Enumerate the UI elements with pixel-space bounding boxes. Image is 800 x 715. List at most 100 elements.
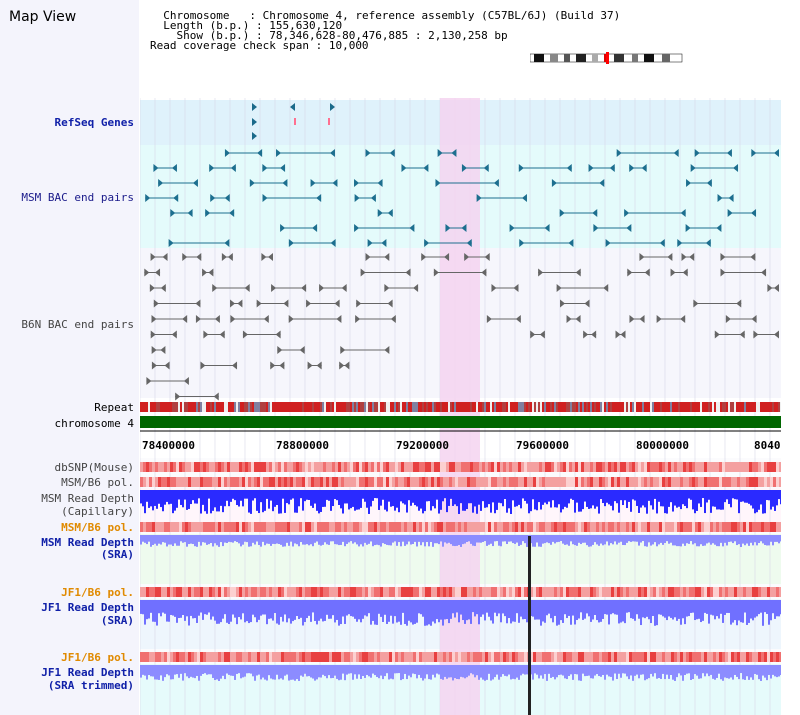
read-depth-bar xyxy=(322,535,324,545)
read-depth-bar xyxy=(700,600,702,623)
refseq-genes-label[interactable]: RefSeq Genes xyxy=(54,116,134,129)
read-depth-bar xyxy=(306,665,308,677)
polymorphism-segment xyxy=(206,652,209,662)
read-depth-bar xyxy=(472,600,474,613)
read-depth-bar xyxy=(666,665,668,675)
polymorphism-segment xyxy=(389,587,392,597)
read-depth-bar xyxy=(650,665,652,674)
read-depth-bar xyxy=(384,600,386,615)
polymorphism-segment xyxy=(767,462,770,472)
polymorphism-segment xyxy=(476,462,479,472)
read-depth-bar xyxy=(398,665,400,674)
refseq-genes-track[interactable] xyxy=(252,103,335,140)
polymorphism-segment xyxy=(692,652,695,662)
read-depth-bar xyxy=(350,490,352,509)
polymorphism-segment xyxy=(206,587,209,597)
repeat-segment xyxy=(606,402,608,412)
polymorphism-segment xyxy=(635,522,638,532)
msm-depth-cap-label-1: MSM Read Depth xyxy=(41,492,134,505)
repeat-segment xyxy=(174,402,176,412)
msm-bac-label[interactable]: MSM BAC end pairs xyxy=(21,191,134,204)
polymorphism-segment xyxy=(455,462,458,472)
track-feature-arrow xyxy=(464,253,470,261)
track-feature-arrow xyxy=(277,346,283,354)
polymorphism-segment xyxy=(689,652,692,662)
polymorphism-segment xyxy=(500,522,503,532)
genome-track-canvas[interactable]: 78400000 78800000 79200000 79600000 8000… xyxy=(140,98,781,715)
read-depth-bar xyxy=(144,665,146,676)
read-depth-bar xyxy=(396,600,398,623)
polymorphism-segment xyxy=(338,652,341,662)
repeat-segment xyxy=(550,402,552,412)
read-depth-bar xyxy=(500,535,502,547)
polymorphism-segment xyxy=(185,652,188,662)
msm-bac-end-pairs-track[interactable] xyxy=(145,149,779,247)
polymorphism-segment xyxy=(659,477,662,487)
polymorphism-segment xyxy=(614,477,617,487)
read-depth-bar xyxy=(720,600,722,614)
read-depth-bar xyxy=(304,665,306,674)
read-depth-bar xyxy=(646,665,648,680)
polymorphism-segment xyxy=(299,652,302,662)
read-depth-bar xyxy=(184,490,186,500)
polymorphism-segment xyxy=(680,477,683,487)
track-feature-arrow xyxy=(230,315,236,323)
read-depth-bar xyxy=(664,490,666,514)
read-depth-bar xyxy=(680,600,682,625)
polymorphism-segment xyxy=(212,587,215,597)
read-depth-bar xyxy=(656,665,658,679)
b6n-bac-label[interactable]: B6N BAC end pairs xyxy=(21,318,134,331)
polymorphism-segment xyxy=(419,522,422,532)
read-depth-bar xyxy=(622,665,624,674)
polymorphism-segment xyxy=(362,462,365,472)
read-depth-bar xyxy=(378,665,380,679)
track-feature-arrow xyxy=(230,299,236,308)
read-depth-bar xyxy=(730,535,732,542)
read-depth-bar xyxy=(536,665,538,675)
read-depth-bar xyxy=(268,535,270,544)
read-depth-bar xyxy=(302,490,304,511)
track-feature-arrow xyxy=(384,346,390,354)
read-depth-bar xyxy=(626,490,628,509)
ideogram-icon[interactable] xyxy=(530,52,690,66)
polymorphism-segment xyxy=(506,587,509,597)
polymorphism-segment xyxy=(755,462,758,472)
polymorphism-segment xyxy=(605,462,608,472)
read-depth-bar xyxy=(416,665,418,679)
b6n-bac-end-pairs-track[interactable] xyxy=(144,253,779,401)
length-label: Length (b.p.) xyxy=(163,19,250,32)
polymorphism-segment xyxy=(686,477,689,487)
read-depth-bar xyxy=(160,600,162,617)
polymorphism-segment xyxy=(443,522,446,532)
repeat-segment xyxy=(304,402,306,412)
polymorphism-segment xyxy=(512,652,515,662)
repeat-segment xyxy=(148,402,150,412)
read-depth-bar xyxy=(156,600,158,626)
read-depth-bar xyxy=(710,600,712,615)
polymorphism-segment xyxy=(677,587,680,597)
polymorphism-segment xyxy=(254,522,257,532)
read-depth-bar xyxy=(338,535,340,546)
repeat-segment xyxy=(738,402,740,412)
polymorphism-segment xyxy=(620,587,623,597)
refseq-mark xyxy=(328,118,330,125)
read-depth-bar xyxy=(632,535,634,542)
read-depth-bar xyxy=(168,535,170,545)
track-feature-arrow xyxy=(435,179,441,187)
track-feature-arrow xyxy=(332,179,338,187)
read-depth-bar xyxy=(306,490,308,500)
read-depth-bar xyxy=(396,490,398,508)
read-depth-bar xyxy=(656,600,658,626)
polymorphism-segment xyxy=(239,477,242,487)
read-depth-bar xyxy=(466,600,468,621)
read-depth-bar xyxy=(766,600,768,614)
read-depth-bar xyxy=(454,490,456,505)
polymorphism-segment xyxy=(671,587,674,597)
polymorphism-segment xyxy=(338,522,341,532)
repeat-segment xyxy=(426,402,428,412)
read-depth-bar xyxy=(252,600,254,615)
polymorphism-segment xyxy=(212,522,215,532)
polymorphism-segment xyxy=(590,522,593,532)
polymorphism-segment xyxy=(668,477,671,487)
read-depth-bar xyxy=(178,600,180,619)
